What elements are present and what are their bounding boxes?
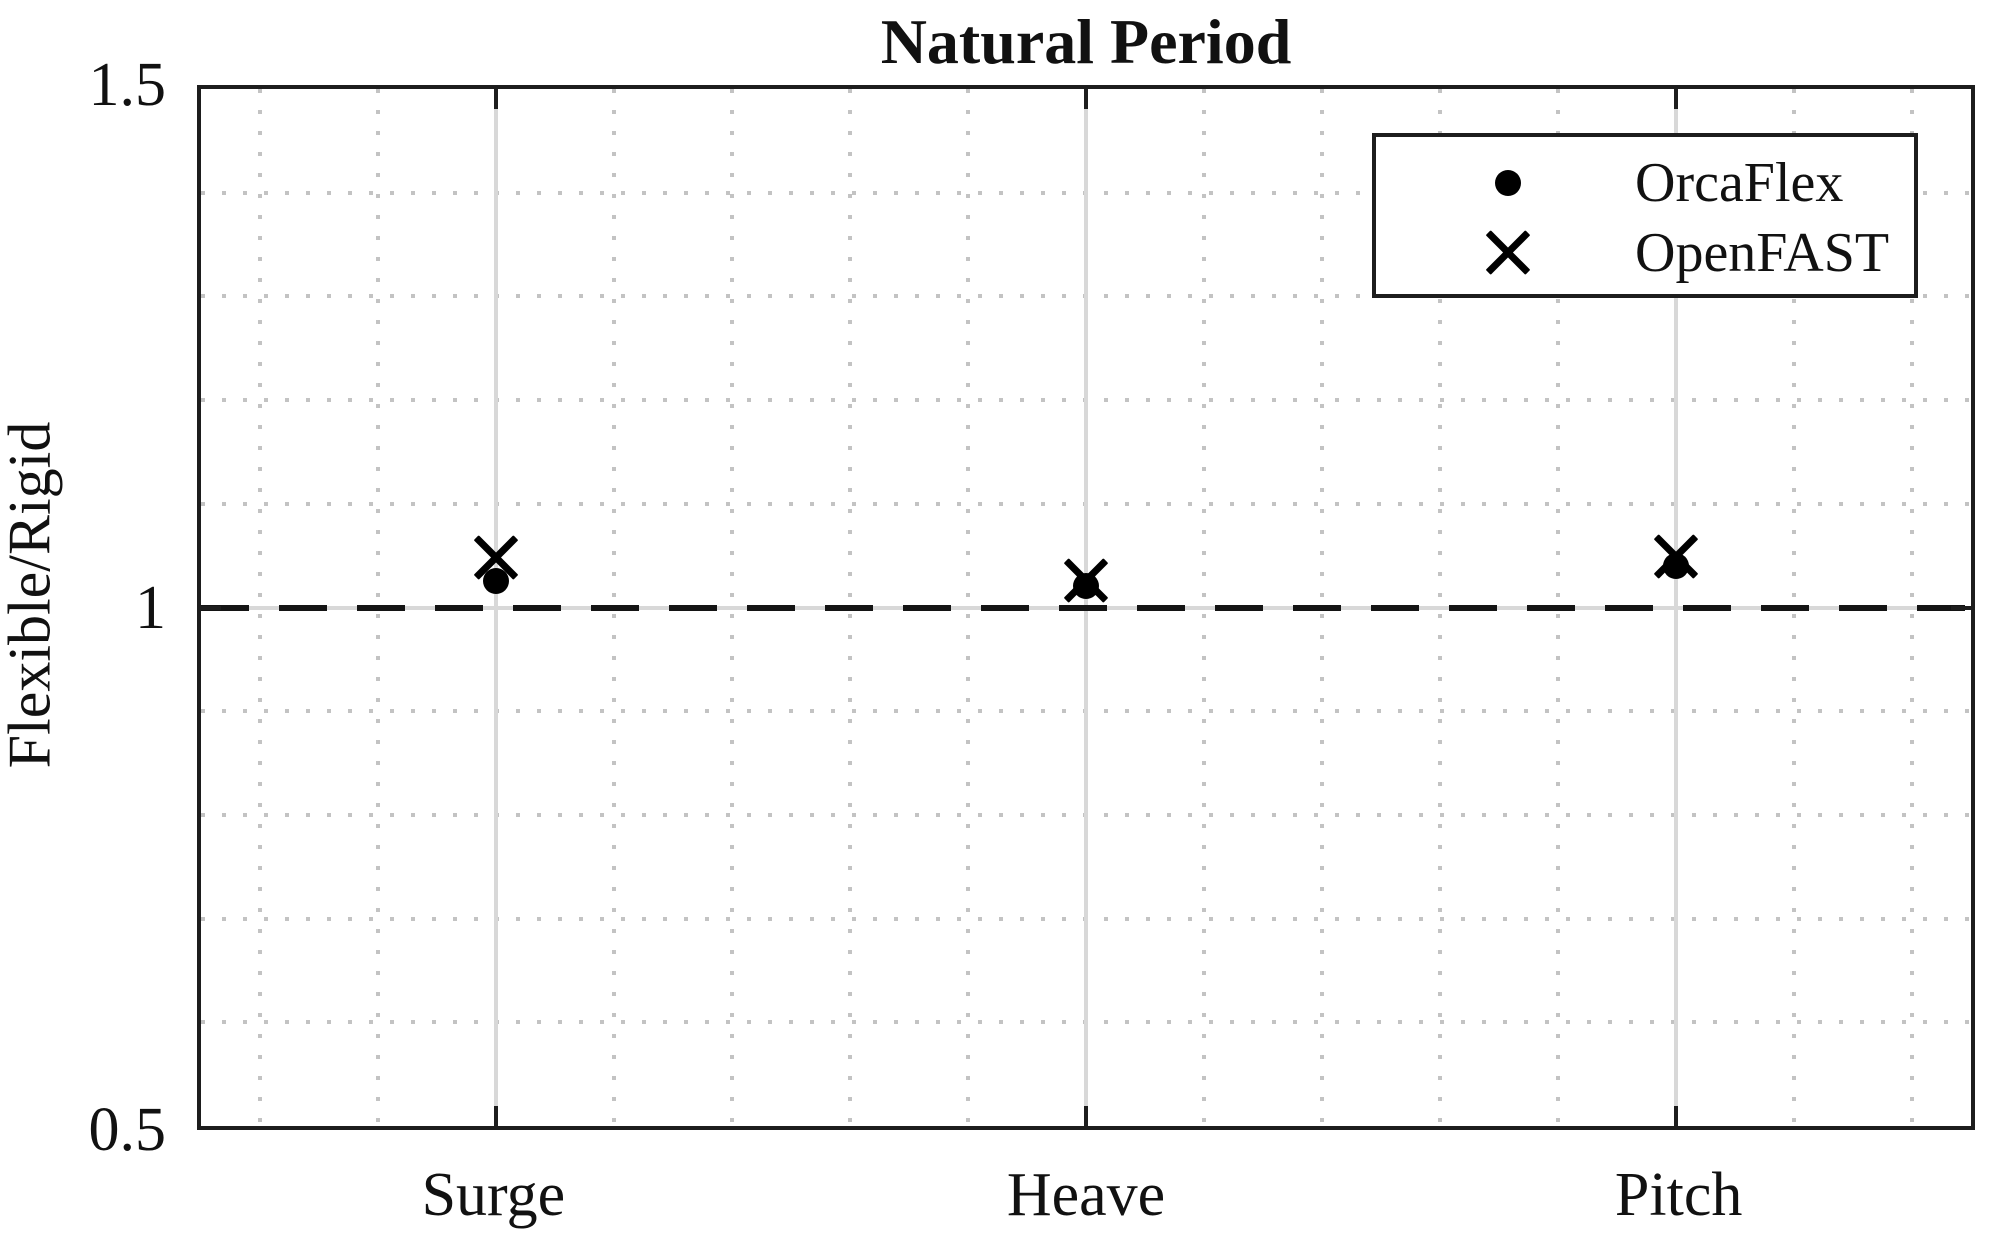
legend-box: OrcaFlex OpenFAST	[1372, 133, 1918, 298]
x-tick-mark-top	[1084, 89, 1088, 109]
legend-item-openfast: OpenFAST	[1376, 218, 1914, 288]
x-tick-label-pitch: Pitch	[1614, 1161, 1743, 1229]
x-cross-glyph	[1480, 225, 1536, 281]
x-tick-label-heave: Heave	[1006, 1161, 1166, 1229]
circle-marker-icon	[1480, 155, 1536, 211]
data-marker-openfast-pitch	[1648, 529, 1704, 585]
x-tick-mark-bottom	[1084, 1106, 1088, 1126]
x-tick-mark-bottom	[493, 1106, 498, 1126]
filled-circle-glyph	[1495, 169, 1521, 196]
y-tick-mark-right	[1951, 605, 1971, 610]
x-tick-mark-bottom	[1674, 1106, 1678, 1126]
data-marker-openfast-heave	[1058, 553, 1114, 609]
y-tick-label: 1	[135, 573, 166, 642]
x-marker-icon	[1480, 225, 1536, 281]
y-tick-label: 1.5	[88, 51, 167, 119]
y-tick-label: 0.5	[88, 1096, 167, 1164]
chart-title: Natural Period	[880, 6, 1292, 77]
legend-label: OpenFAST	[1635, 221, 1890, 284]
y-tick-mark-left	[201, 605, 221, 610]
x-tick-label-surge: Surge	[421, 1161, 566, 1229]
legend-item-orcaflex: OrcaFlex	[1376, 148, 1914, 218]
legend-label: OrcaFlex	[1635, 151, 1844, 214]
x-tick-mark-top	[493, 89, 498, 109]
x-tick-mark-top	[1674, 89, 1678, 109]
data-marker-openfast-surge	[468, 530, 524, 586]
